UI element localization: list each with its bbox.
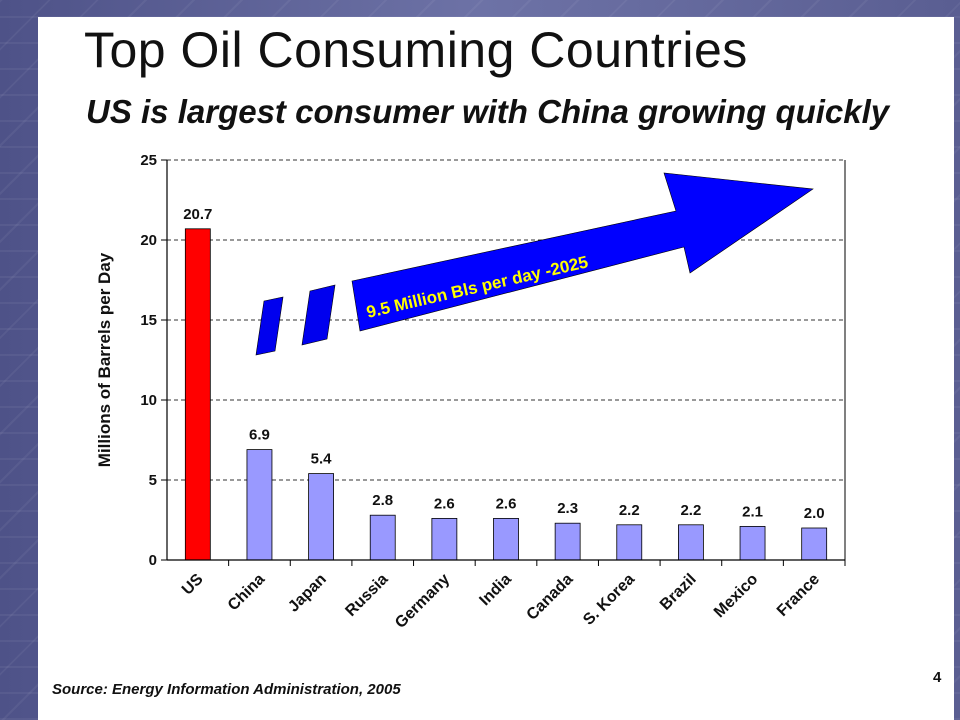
data-label: 2.8 xyxy=(372,492,393,509)
x-tick-label: Germany xyxy=(392,571,453,632)
slide: Top Oil Consuming Countries US is larges… xyxy=(38,17,954,720)
bars xyxy=(184,228,828,561)
bar-s-korea xyxy=(616,524,643,561)
data-label: 2.6 xyxy=(434,495,455,512)
bar-germany xyxy=(431,517,458,561)
axes xyxy=(166,160,846,561)
data-label: 2.0 xyxy=(804,505,825,522)
bar-brazil xyxy=(678,524,704,561)
data-label: 2.3 xyxy=(557,500,578,517)
x-tick-label: India xyxy=(476,571,514,609)
x-tick-label: Mexico xyxy=(711,571,762,622)
data-label: 2.6 xyxy=(496,495,517,512)
data-label: 2.2 xyxy=(680,502,701,519)
x-tick-label: US xyxy=(179,571,207,599)
x-tick-label: S. Korea xyxy=(580,571,638,629)
arrow-body xyxy=(351,172,814,332)
y-axis-title: Millions of Barrels per Day xyxy=(95,252,114,467)
bar-mexico xyxy=(739,525,766,561)
x-tick-label: China xyxy=(225,571,269,615)
grid-lines xyxy=(167,159,845,481)
arrow-dash-2 xyxy=(301,284,336,346)
arrow-dash-1 xyxy=(255,296,284,356)
bar-japan xyxy=(308,473,334,561)
bar-russia xyxy=(369,514,396,561)
data-label: 2.2 xyxy=(619,502,640,519)
bar-france xyxy=(801,527,828,561)
bar-us xyxy=(184,228,211,561)
y-tick-label: 0 xyxy=(149,552,157,569)
y-tick-label: 10 xyxy=(140,392,157,409)
slide-subtitle: US is largest consumer with China growin… xyxy=(86,93,890,130)
bar-india xyxy=(493,517,519,561)
x-tick-labels: US China Japan Russia Germany India Canada S. K… xyxy=(179,560,846,632)
x-tick-label: Brazil xyxy=(657,571,700,614)
bar-china xyxy=(246,449,273,561)
data-label: 20.7 xyxy=(183,206,212,223)
x-tick-label: Japan xyxy=(285,571,330,616)
data-label: 5.4 xyxy=(311,451,333,468)
y-tick-label: 20 xyxy=(140,232,157,249)
slide-title: Top Oil Consuming Countries xyxy=(84,22,748,78)
data-label: 2.1 xyxy=(742,503,763,520)
x-tick-label: Russia xyxy=(342,571,391,620)
y-tick-label: 25 xyxy=(140,152,157,169)
y-tick-label: 15 xyxy=(140,312,157,329)
data-label: 6.9 xyxy=(249,427,270,444)
data-labels: 20.7 6.9 5.4 2.8 2.6 2.6 2.3 2.2 2.2 2.1 2.0 xyxy=(183,206,824,522)
source-note: Source: Energy Information Administratio… xyxy=(52,681,401,698)
y-tick-label: 5 xyxy=(149,472,157,489)
y-ticks: 0 5 10 15 20 25 xyxy=(140,152,167,569)
x-tick-label: France xyxy=(774,571,823,620)
x-tick-label: Canada xyxy=(524,571,577,624)
bar-canada xyxy=(554,522,581,561)
growth-arrow: 9.5 Million Bls per day -2025 xyxy=(255,172,814,356)
page-number: 4 xyxy=(933,669,942,686)
